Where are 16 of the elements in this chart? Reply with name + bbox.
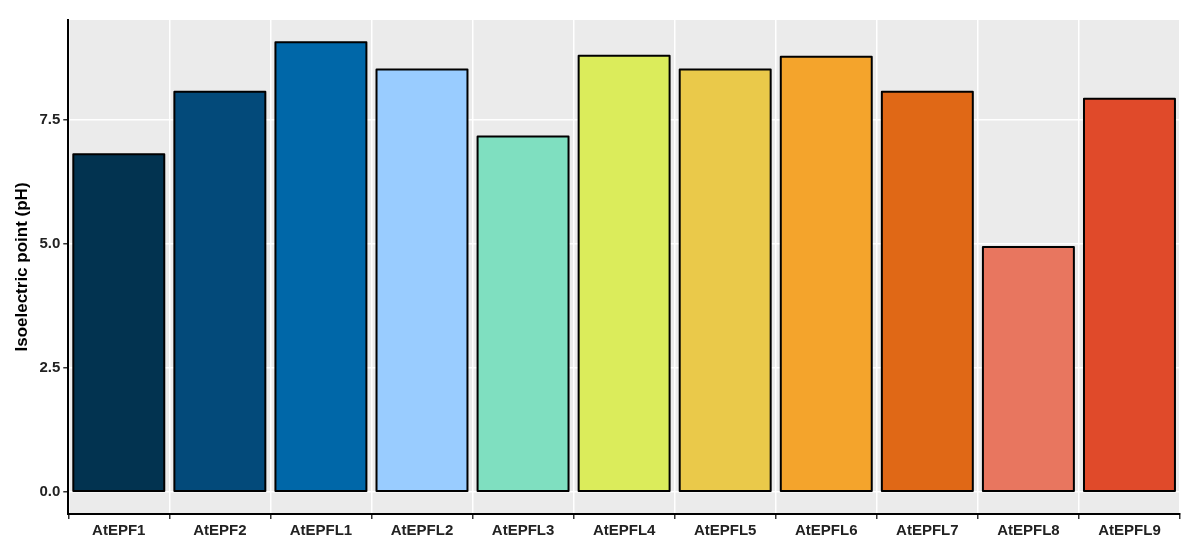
y-tick-label: 0.0 [39, 481, 61, 499]
y-tick-label: 5.0 [39, 234, 61, 252]
y-tick-label: 2.5 [39, 357, 61, 375]
y-axis-title: Isoelectric point (pH) [11, 182, 31, 352]
y-tick-label: 7.5 [39, 110, 61, 128]
x-tick-label: AtEPF2 [193, 521, 247, 539]
x-tick-label: AtEPFL7 [896, 521, 959, 539]
x-tick-label: AtEPFL2 [390, 521, 454, 539]
x-tick-label: AtEPFL8 [997, 521, 1060, 539]
x-tick-label: AtEPFL3 [491, 521, 555, 539]
x-tick-label: AtEPFL4 [592, 521, 657, 539]
x-tick-label: AtEPFL6 [795, 521, 858, 539]
x-tick-label: AtEPF1 [92, 521, 146, 539]
x-tick-label: AtEPFL5 [693, 521, 757, 539]
x-tick-label: AtEPFL9 [1098, 521, 1161, 539]
x-tick-label: AtEPFL1 [289, 521, 353, 539]
